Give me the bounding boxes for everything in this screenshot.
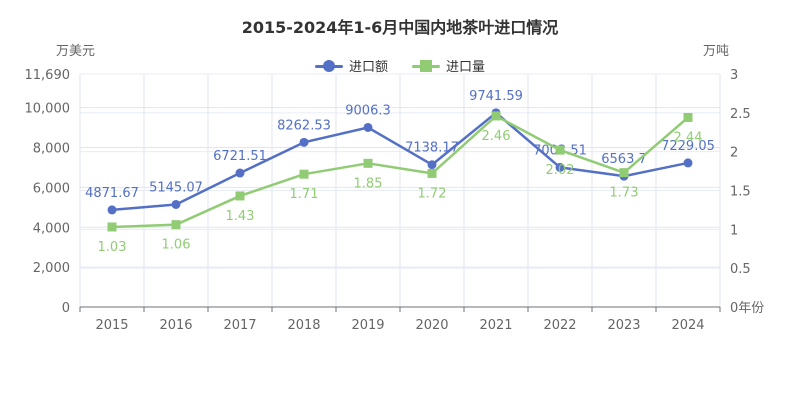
y-right-tick-label: 0年份 <box>730 301 764 316</box>
y-left-tick-label: 8,000 <box>33 142 70 157</box>
data-point <box>235 168 245 178</box>
y-right-tick-label: 3 <box>730 68 738 83</box>
data-point <box>235 191 245 201</box>
x-tick-label: 2023 <box>607 318 640 333</box>
data-label: 4871.67 <box>85 186 139 201</box>
data-label: 2.46 <box>482 129 511 144</box>
legend-item-volume[interactable]: 进口量 <box>412 56 485 75</box>
data-label: 5145.07 <box>149 180 203 195</box>
data-point <box>427 160 437 170</box>
data-point <box>683 158 693 168</box>
data-point <box>363 122 373 132</box>
y-right-tick-label: 2.5 <box>730 107 751 122</box>
x-tick-label: 2020 <box>415 318 448 333</box>
y-left-tick-label: 6,000 <box>33 181 70 196</box>
legend-label-volume: 进口量 <box>446 60 486 75</box>
data-label: 9006.3 <box>345 103 391 118</box>
data-label: 1.71 <box>290 187 319 202</box>
series-line-1 <box>111 114 689 229</box>
x-tick-label: 2024 <box>671 318 704 333</box>
y-left-tick-label: 10,000 <box>25 102 71 117</box>
chart-title: 2015-2024年1-6月中国内地茶叶进口情况 <box>241 18 559 37</box>
data-label: 7229.05 <box>661 139 715 154</box>
data-label: 1.85 <box>354 176 383 191</box>
x-tick-label: 2016 <box>159 318 192 333</box>
y-left-unit: 万美元 <box>56 44 96 59</box>
data-label: 1.72 <box>418 186 447 201</box>
data-point <box>555 162 565 172</box>
y-right-unit: 万吨 <box>703 44 730 59</box>
data-label: 6721.51 <box>213 149 267 164</box>
data-label: 1.73 <box>610 186 639 201</box>
legend-swatch-amount <box>314 59 343 73</box>
x-tick-label: 2015 <box>95 318 128 333</box>
y-left-tick-label: 11,690 <box>25 68 71 83</box>
x-tick-label: 2017 <box>223 318 256 333</box>
x-tick-label: 2019 <box>351 318 384 333</box>
y-right-tick-label: 1 <box>730 223 738 238</box>
data-point <box>299 137 309 147</box>
data-point <box>555 145 565 155</box>
y-right-tick-label: 0.5 <box>730 262 751 277</box>
x-tick-label: 2022 <box>543 318 576 333</box>
data-point <box>299 169 309 179</box>
y-left-tick-label: 4,000 <box>33 221 70 236</box>
data-label: 1.03 <box>98 240 127 255</box>
y-right-tick-label: 2 <box>730 146 738 161</box>
data-label: 7138.17 <box>405 141 459 156</box>
data-label: 8262.53 <box>277 118 331 133</box>
data-point <box>491 111 501 121</box>
legend-label-amount: 进口额 <box>348 60 388 75</box>
data-label: 2.02 <box>546 163 575 178</box>
x-tick-label: 2018 <box>287 318 320 333</box>
data-label: 1.06 <box>162 238 191 253</box>
data-label: 2.44 <box>674 130 703 145</box>
data-point <box>171 220 181 230</box>
y-right-tick-label: 1.5 <box>730 185 751 200</box>
data-label: 9741.59 <box>469 89 523 104</box>
x-tick-label: 2021 <box>479 318 512 333</box>
data-point <box>619 168 629 178</box>
legend: 进口额 进口量 <box>0 56 800 75</box>
series-line-0 <box>111 111 689 212</box>
data-point <box>363 158 373 168</box>
data-point <box>171 199 181 209</box>
data-label: 1.43 <box>226 209 255 224</box>
data-point <box>107 222 117 232</box>
y-left-tick-label: 0 <box>62 301 70 316</box>
data-point <box>107 205 117 215</box>
y-left-tick-label: 2,000 <box>33 261 70 276</box>
legend-swatch-volume <box>412 59 440 73</box>
data-point <box>683 112 693 122</box>
data-point <box>427 168 437 178</box>
legend-item-amount[interactable]: 进口额 <box>314 56 388 75</box>
